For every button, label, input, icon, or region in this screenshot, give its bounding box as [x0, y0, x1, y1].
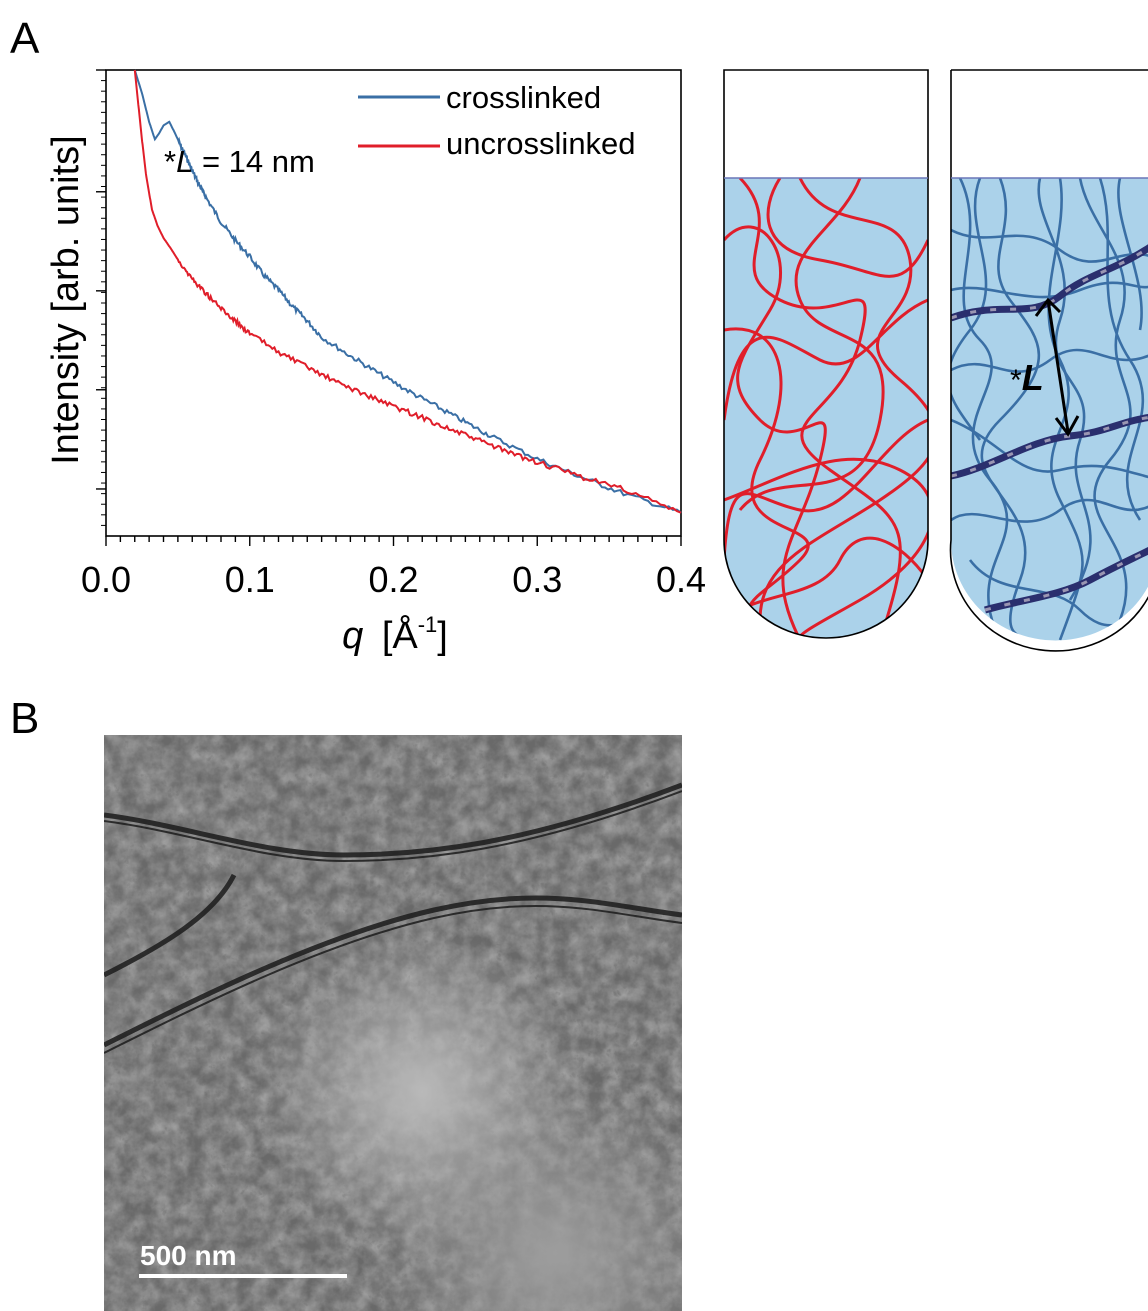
x-axis-label-exp: -1: [418, 612, 438, 637]
saxs-chart: 0.0 0.1 0.2 0.3 0.4 Intensity [arb. units] q…: [45, 69, 706, 657]
tube-uncrosslinked: [723, 69, 929, 639]
tube-crosslinked: *L: [949, 69, 1148, 652]
y-axis-ticks: [96, 69, 106, 526]
x-axis-label-unit: [Å: [382, 613, 419, 657]
peak-annotation-var: L: [176, 144, 193, 179]
y-axis-label: Intensity [arb. units]: [45, 135, 87, 465]
crosslinked-chains: [951, 178, 1148, 641]
x-axis-label-var: q: [342, 615, 363, 657]
peak-annotation-star: *: [164, 144, 176, 179]
panel-label-b: B: [10, 694, 40, 743]
peak-annotation-text: = 14 nm: [193, 144, 315, 179]
legend-label-uncrosslinked: uncrosslinked: [446, 126, 636, 161]
x-tick-label: 0.0: [81, 559, 131, 600]
peak-annotation: *L = 14 nm: [164, 144, 315, 179]
spacing-annotation-star: *: [1010, 364, 1022, 397]
legend-label-crosslinked: crosslinked: [446, 80, 601, 115]
spacing-annotation: *L: [1010, 357, 1044, 398]
x-tick-label: 0.4: [656, 559, 706, 600]
scale-bar-label: 500 nm: [140, 1240, 237, 1271]
scale-bar: [139, 1274, 347, 1278]
tem-fibers: [104, 782, 682, 1054]
x-tick-label: 0.2: [368, 559, 418, 600]
x-axis-label-close: ]: [437, 615, 448, 657]
panel-label-a: A: [10, 14, 40, 63]
x-axis-label: q [Å-1]: [342, 612, 448, 657]
x-axis-ticks: [105, 536, 682, 546]
tem-micrograph: [104, 735, 682, 1311]
uncrosslinked-chains: [724, 178, 928, 638]
spacing-arrow: [1034, 297, 1080, 437]
series-lines: [133, 69, 682, 514]
x-tick-label: 0.1: [225, 559, 275, 600]
spacing-annotation-var: L: [1022, 357, 1044, 398]
series-line-crosslinked: [133, 69, 682, 514]
crosslink-bundles: [951, 237, 1148, 614]
x-tick-label: 0.3: [512, 559, 562, 600]
series-line-uncrosslinked: [133, 69, 682, 514]
gel-schematics: *L: [723, 69, 1148, 652]
x-tick-labels: 0.0 0.1 0.2 0.3 0.4: [81, 559, 706, 600]
